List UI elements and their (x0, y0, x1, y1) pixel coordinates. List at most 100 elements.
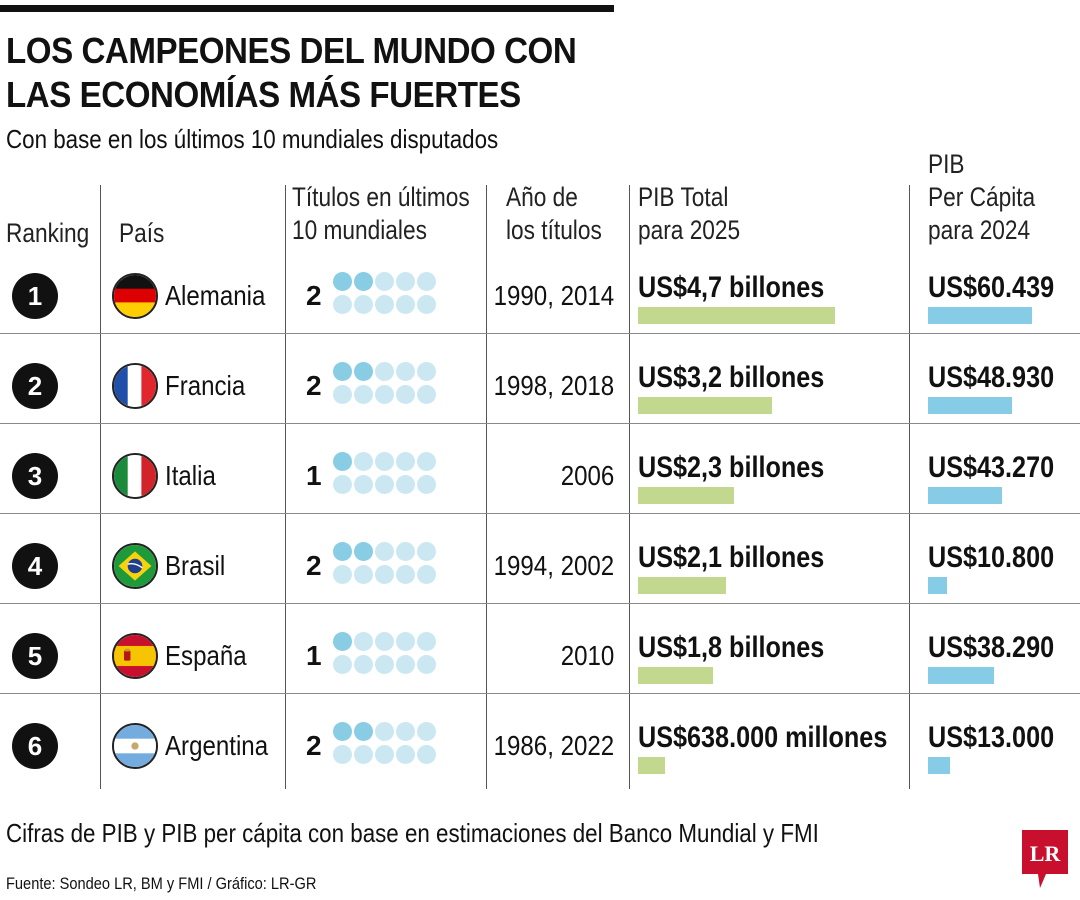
row-separator (0, 423, 1080, 424)
row-separator (0, 513, 1080, 514)
title-dot-empty (333, 385, 352, 404)
rank-badge: 5 (12, 633, 58, 679)
title-dot-empty (417, 722, 436, 741)
title-dot-empty (417, 542, 436, 561)
titles-count: 2 (306, 730, 322, 761)
title-dot-empty (375, 452, 394, 471)
title-dot-empty (417, 655, 436, 674)
argentina-flag (112, 723, 158, 769)
row-separator (0, 333, 1080, 334)
row-separator (0, 603, 1080, 604)
gdp-per-capita-bar (928, 307, 1032, 324)
title-dot-won (354, 272, 373, 291)
title-dot-empty (375, 272, 394, 291)
title-dot-empty (417, 295, 436, 314)
country-name: Brasil (165, 550, 226, 581)
title-dot-empty (354, 745, 373, 764)
rank-badge: 4 (12, 543, 58, 589)
page-title: LOS CAMPEONES DEL MUNDO CON LAS ECONOMÍA… (6, 29, 650, 117)
title-dot-empty (396, 475, 415, 494)
title-dot-empty (417, 745, 436, 764)
title-dot-empty (396, 722, 415, 741)
rank-badge: 3 (12, 453, 58, 499)
header-anio: Año de los títulos (506, 181, 602, 247)
title-dot-empty (396, 565, 415, 584)
title-dot-empty (375, 362, 394, 381)
gdp-per-capita-bar (928, 487, 1002, 504)
title-dot-empty (375, 295, 394, 314)
title-line-1: LOS CAMPEONES DEL MUNDO CON (6, 30, 577, 71)
gdp-per-capita-bar (928, 667, 994, 684)
title-dot-empty (417, 272, 436, 291)
title-dot-empty (396, 745, 415, 764)
titles-count: 2 (306, 550, 322, 581)
column-divider (486, 185, 487, 789)
gdp-total-bar (638, 397, 772, 414)
country-name: Argentina (165, 730, 269, 761)
rank-badge: 6 (12, 723, 58, 769)
gdp-per-capita-bar (928, 757, 950, 774)
title-dot-empty (417, 632, 436, 651)
gdp-total-bar (638, 487, 734, 504)
gdp-per-capita-bar (928, 577, 947, 594)
column-divider (629, 185, 630, 789)
title-dot-empty (375, 475, 394, 494)
title-dot-empty (375, 745, 394, 764)
header-ranking-line: Ranking (6, 218, 90, 248)
title-dot-empty (396, 385, 415, 404)
title-dot-empty (417, 565, 436, 584)
country-name: Alemania (165, 280, 266, 311)
header-pib-pc-line: para 2024 (928, 215, 1031, 245)
title-dot-empty (396, 295, 415, 314)
lr-logo: LR (1022, 830, 1068, 888)
header-pib-per-capita: PIB Per Cápita para 2024 (928, 148, 1035, 247)
header-pib-total-line: PIB Total (638, 182, 729, 212)
title-dot-won (354, 722, 373, 741)
gdp-total-label: US$2,1 billones (638, 541, 825, 574)
title-dot-empty (375, 542, 394, 561)
germany-flag (112, 273, 158, 319)
titles-count: 1 (306, 460, 322, 491)
title-dot-empty (396, 452, 415, 471)
header-titulos: Títulos en últimos 10 mundiales (292, 181, 470, 247)
header-titulos-line: Títulos en últimos (292, 182, 470, 212)
title-line-2: LAS ECONOMÍAS MÁS FUERTES (6, 74, 521, 115)
title-dot-empty (375, 655, 394, 674)
gdp-total-label: US$1,8 billones (638, 631, 825, 664)
title-years: 1990, 2014 (493, 280, 614, 311)
gdp-per-capita-label: US$60.439 (928, 271, 1055, 304)
gdp-per-capita-label: US$10.800 (928, 541, 1055, 574)
title-dot-empty (333, 655, 352, 674)
title-dot-won (354, 542, 373, 561)
gdp-total-bar (638, 307, 835, 324)
title-dot-empty (354, 632, 373, 651)
title-dot-empty (396, 542, 415, 561)
subtitle: Con base en los últimos 10 mundiales dis… (6, 124, 499, 154)
title-dot-empty (417, 452, 436, 471)
title-dot-empty (354, 655, 373, 674)
title-dot-empty (417, 475, 436, 494)
header-pais: País (119, 217, 164, 250)
svg-text:LR: LR (1030, 841, 1062, 866)
rank-badge: 2 (12, 363, 58, 409)
column-divider (285, 185, 286, 789)
country-name: Francia (165, 370, 246, 401)
titles-count: 2 (306, 280, 322, 311)
title-dot-empty (396, 632, 415, 651)
title-dot-won (333, 272, 352, 291)
title-years: 2010 (560, 640, 614, 671)
title-dot-empty (375, 565, 394, 584)
title-dot-won (354, 362, 373, 381)
title-dot-won (333, 722, 352, 741)
france-flag (112, 363, 158, 409)
gdp-total-label: US$4,7 billones (638, 271, 825, 304)
header-pib-total: PIB Total para 2025 (638, 181, 740, 247)
title-dot-empty (333, 745, 352, 764)
title-dot-won (333, 632, 352, 651)
spain-flag (112, 633, 158, 679)
country-name: España (165, 640, 247, 671)
italy-flag (112, 453, 158, 499)
title-dot-empty (417, 362, 436, 381)
top-rule (0, 5, 614, 12)
gdp-total-label: US$2,3 billones (638, 451, 825, 484)
